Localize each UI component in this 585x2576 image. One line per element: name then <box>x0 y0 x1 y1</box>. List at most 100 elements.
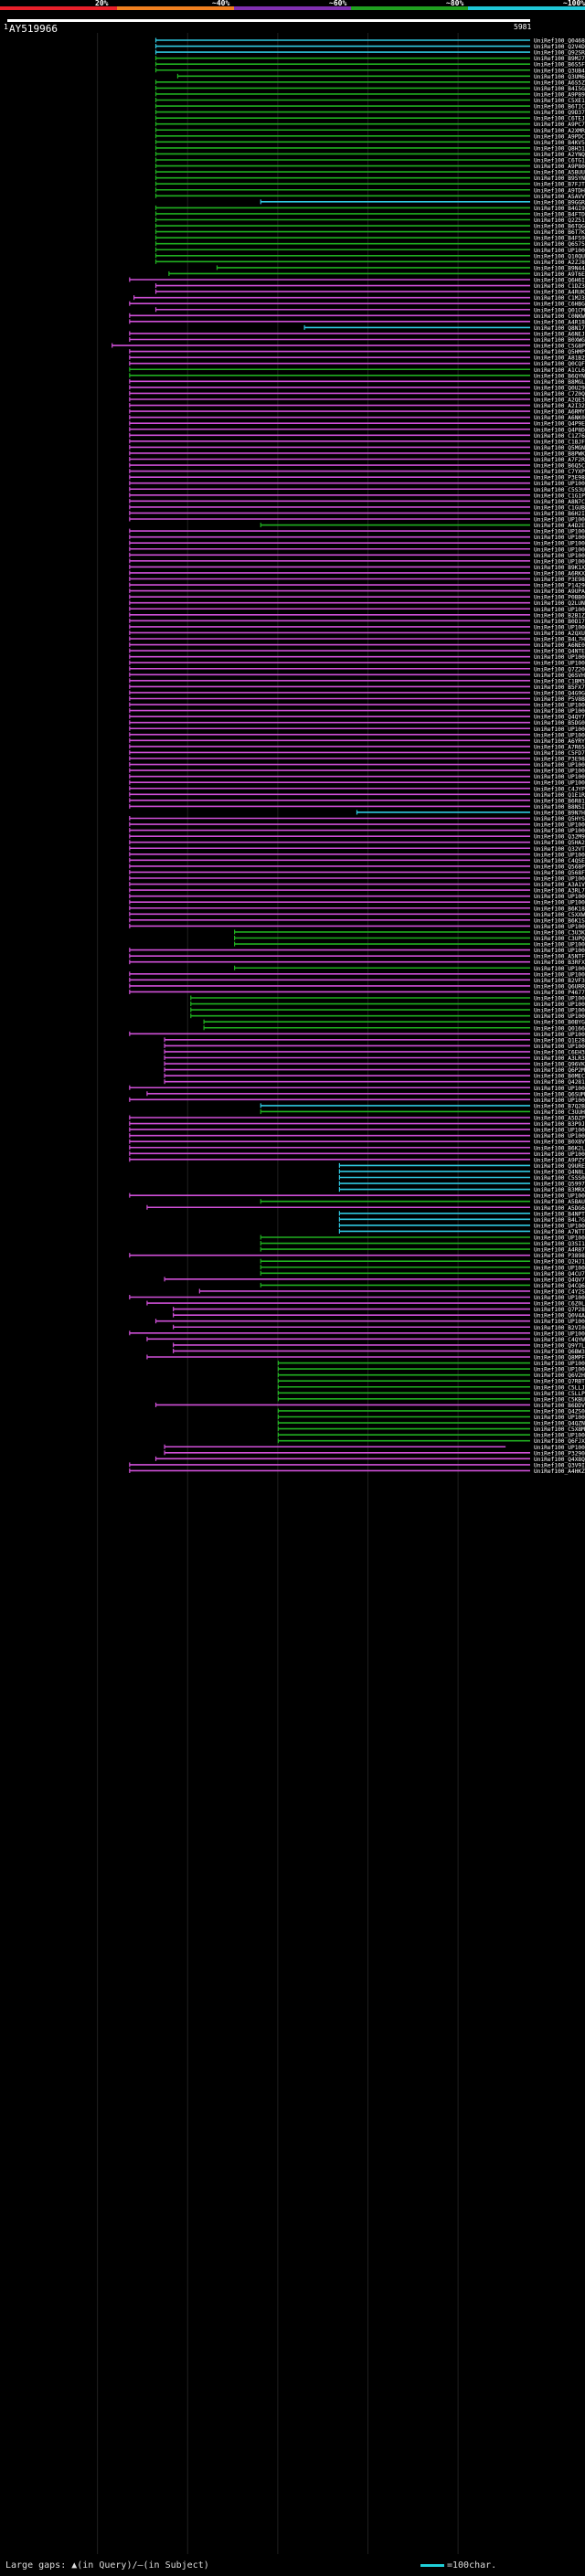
hit-label: UniRef100_B4I5G4 <box>534 86 585 92</box>
hit-label: UniRef100_B7FJT5 <box>534 182 585 188</box>
hit-label: UniRef100_Q568P4 <box>534 864 585 870</box>
hit-label: UniRef100_C0NKW7 <box>534 313 585 320</box>
large-gaps-legend: Large gaps: ▲(in Query)/—(in Subject) <box>5 2560 209 2571</box>
hit-label: UniRef100_B9MJ73 <box>534 56 585 62</box>
hit-label: UniRef100_UP1000.. <box>534 732 585 738</box>
hit-label: UniRef100_B6K1S2 <box>534 917 585 924</box>
hit-label: UniRef100_UP1000.. <box>534 703 585 709</box>
hit-label: UniRef100_UP1000.. <box>534 822 585 829</box>
hit-label: UniRef100_C4QYW0 <box>534 1337 585 1343</box>
hit-label: UniRef100_UP1000.. <box>534 661 585 667</box>
hit-label: UniRef100_Q32M93 <box>534 834 585 841</box>
hit-label: UniRef100_B6TIC4 <box>534 104 585 111</box>
hit-label: UniRef100_B5DG06 <box>534 720 585 726</box>
hit-label: UniRef100_P14296 <box>534 583 585 589</box>
hit-label: UniRef100_A9T6E0 <box>534 271 585 278</box>
hit-label: UniRef100_B0D174 <box>534 619 585 625</box>
hit-label: UniRef100_C3U3K3 <box>534 929 585 936</box>
hit-label: UniRef100_UP1000.. <box>534 1361 585 1367</box>
hit-label: UniRef100_A9PZY6 <box>534 1157 585 1163</box>
hit-label: UniRef100_B4GI94 <box>534 206 585 212</box>
query-start-label: 1 <box>4 23 8 31</box>
hit-label: UniRef100_C6HBG3 <box>534 302 585 308</box>
hit-label: UniRef100_C7YXP5 <box>534 469 585 475</box>
hit-label: UniRef100_A2I322 <box>534 403 585 409</box>
hit-label: UniRef100_UP1000.. <box>534 924 585 930</box>
hit-label: UniRef100_UP1000.. <box>534 828 585 834</box>
hit-label: UniRef100_C5LLJ4 <box>534 1384 585 1391</box>
hit-label: UniRef100_B3MRX2 <box>534 1187 585 1193</box>
hit-label: UniRef100_Q3SI18 <box>534 1241 585 1247</box>
hit-label: UniRef100_Q4N8L2 <box>534 1169 585 1175</box>
hit-label: UniRef100_Q59979 <box>534 1182 585 1188</box>
hit-label: UniRef100_Q6SUM0 <box>534 1091 585 1097</box>
hit-label: UniRef100_A9PC77 <box>534 122 585 128</box>
hit-label: UniRef100_C5FD74 <box>534 750 585 757</box>
hit-label: UniRef100_B0XWG9 <box>534 337 585 344</box>
hit-label: UniRef100_B6DDV6 <box>534 1403 585 1409</box>
hit-label: UniRef100_Q6FJX4 <box>534 1438 585 1445</box>
hit-label: UniRef100_Q4G9G2 <box>534 690 585 696</box>
hit-label: UniRef100_Q4X8Q3 <box>534 1457 585 1463</box>
hit-label: UniRef100_A5AVV0 <box>534 194 585 200</box>
hit-label: UniRef100_B3P9J3 <box>534 1121 585 1128</box>
hit-label: UniRef100_B8NSI3 <box>534 804 585 811</box>
hit-label: UniRef100_UP1000.. <box>534 996 585 1002</box>
hit-label: UniRef100_Q4NTE2 <box>534 649 585 655</box>
hit-label: UniRef100_Q0CQF6 <box>534 361 585 367</box>
hit-label: UniRef100_B2B1Z3 <box>534 612 585 619</box>
hit-label: UniRef100_B5FX76 <box>534 684 585 691</box>
hit-label: UniRef100_UP1000.. <box>534 1002 585 1008</box>
hit-label: UniRef100_UP1000.. <box>534 535 585 541</box>
hit-label: UniRef100_A9PDC9 <box>534 133 585 140</box>
hit-label: UniRef100_A2XMR6 <box>534 128 585 134</box>
hit-label: UniRef100_C6Z0L8 <box>534 1301 585 1308</box>
hit-label: UniRef100_B6T7K5 <box>534 229 585 236</box>
hit-label: UniRef100_Q2LUN1 <box>534 600 585 607</box>
hit-label: UniRef100_Q5HYS4 <box>534 816 585 822</box>
hit-label: UniRef100_UP1000.. <box>534 1445 585 1451</box>
hit-label: UniRef100_C5KBU5 <box>534 1396 585 1403</box>
hit-label: UniRef100_A9TDH1 <box>534 187 585 194</box>
hit-label: UniRef100_A81B25 <box>534 355 585 362</box>
hit-label: UniRef100_UP1000.. <box>534 481 585 487</box>
hit-label: UniRef100_B9N7H2 <box>534 810 585 816</box>
hit-label: UniRef100_C3UUH4 <box>534 1109 585 1116</box>
legend-label: 20% <box>95 0 109 7</box>
hit-label: UniRef100_C5LLP3 <box>534 1391 585 1397</box>
hit-label: UniRef100_A4D2E9 <box>534 523 585 529</box>
hit-label: UniRef100_Q04682 <box>534 38 585 45</box>
hit-label: UniRef100_Q01661 <box>534 1025 585 1032</box>
footer: Large gaps: ▲(in Query)/—(in Subject) =1… <box>0 2559 585 2576</box>
hit-label: UniRef100_Q0V4A0 <box>534 1313 585 1320</box>
hit-label: UniRef100_A7NTT5 <box>534 1229 585 1235</box>
hit-label: UniRef100_UP1000.. <box>534 1433 585 1439</box>
hit-label: UniRef100_C1BJF4 <box>534 439 585 445</box>
hit-label: UniRef100_Q0U291 <box>534 385 585 391</box>
hit-label: UniRef100_B2VF36 <box>534 978 585 984</box>
hit-label: UniRef100_Q4QY71 <box>534 715 585 721</box>
hit-label: UniRef100_A2ZJ89 <box>534 260 585 266</box>
hit-label: UniRef100_UP1000.. <box>534 852 585 858</box>
hit-label: UniRef100_UP1000.. <box>534 1097 585 1104</box>
hit-label: UniRef100_UP1000.. <box>534 942 585 949</box>
hit-label: UniRef100_UP1000.. <box>534 708 585 715</box>
hit-label: UniRef100_Q4QZN2 <box>534 1421 585 1427</box>
scale-swatch <box>420 2563 444 2567</box>
hit-label: UniRef100_C1G1P4 <box>534 493 585 499</box>
hit-label: UniRef100_A4R188 <box>534 319 585 325</box>
hit-label: UniRef100_C7Z0Q8 <box>534 391 585 398</box>
hit-label: UniRef100_Q9D377 <box>534 110 585 116</box>
hit-label: UniRef100_B6K180 <box>534 906 585 912</box>
hit-label: UniRef100_UP1000.. <box>534 1330 585 1337</box>
hit-label: UniRef100_Q3UB40 <box>534 68 585 74</box>
hit-label: UniRef100_C1BM34 <box>534 678 585 684</box>
legend-segment <box>117 6 234 10</box>
hit-label: UniRef100_P5V8B0 <box>534 696 585 703</box>
hit-label: UniRef100_P3E981 <box>534 475 585 482</box>
hit-label: UniRef100_UP1000.. <box>534 769 585 775</box>
hit-label: UniRef100_P46771 <box>534 990 585 996</box>
hit-label: UniRef100_B8MGL1 <box>534 379 585 386</box>
legend-label: ~60% <box>329 0 346 7</box>
